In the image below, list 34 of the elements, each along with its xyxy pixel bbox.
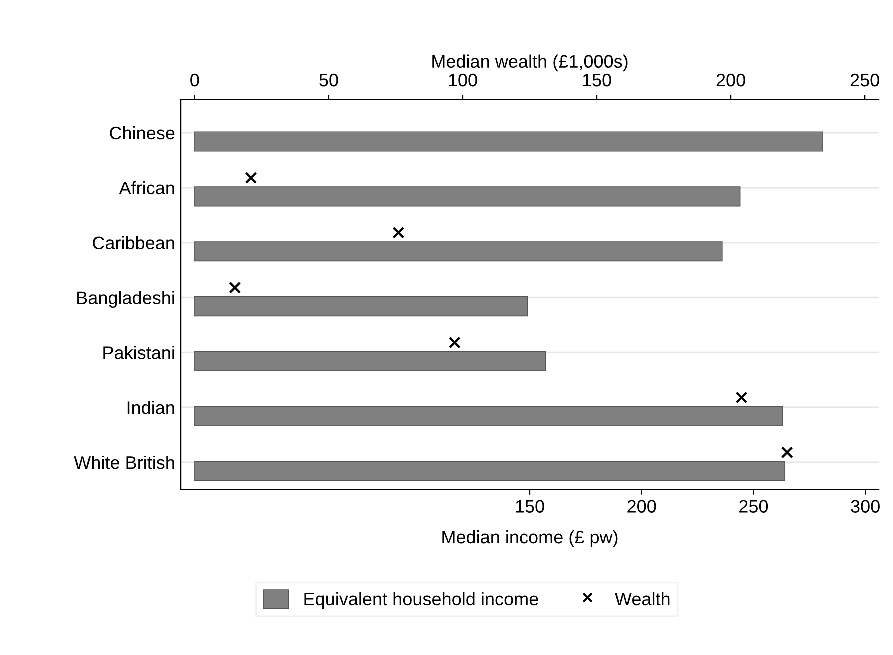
x-tick-label: 200 [628, 500, 656, 513]
point [245, 172, 258, 184]
x-tick-label: 250 [740, 500, 768, 513]
bar [194, 406, 784, 426]
bar [194, 351, 546, 372]
x-tick-label: 300 [851, 500, 880, 513]
point [736, 392, 748, 404]
x2-tick-label: 50 [320, 74, 338, 87]
point [392, 226, 405, 239]
y-tick-label: Indian [128, 401, 174, 414]
bar [194, 461, 786, 482]
x2-tick-label: 250 [850, 74, 880, 87]
x2-tick-label: 100 [449, 74, 478, 87]
y-tick-label: African [119, 181, 174, 195]
bar [194, 242, 723, 262]
point [229, 282, 242, 294]
point [448, 336, 461, 349]
x-axis-title: Median income (£ pw) [442, 530, 618, 548]
x-tick-label: 150 [516, 500, 544, 513]
y-tick-label: Caribbean [93, 236, 174, 250]
legend-label: Wealth [615, 592, 670, 606]
y-tick-label: Pakistani [104, 346, 174, 360]
bar [194, 186, 741, 207]
y-tick-label: White British [74, 456, 174, 470]
bar [194, 132, 824, 152]
point [781, 446, 794, 459]
legend-label: Equivalent household income [304, 592, 538, 610]
y-tick-label: Bangladeshi [78, 291, 174, 308]
x2-tick-label: 200 [716, 74, 746, 87]
bar [194, 296, 528, 317]
y-tick-label: Chinese [110, 126, 175, 140]
x2-axis-title: Median wealth (£1,000s) [432, 54, 628, 72]
x2-tick-label: 150 [583, 74, 612, 87]
x2-tick-label: 0 [190, 74, 200, 87]
